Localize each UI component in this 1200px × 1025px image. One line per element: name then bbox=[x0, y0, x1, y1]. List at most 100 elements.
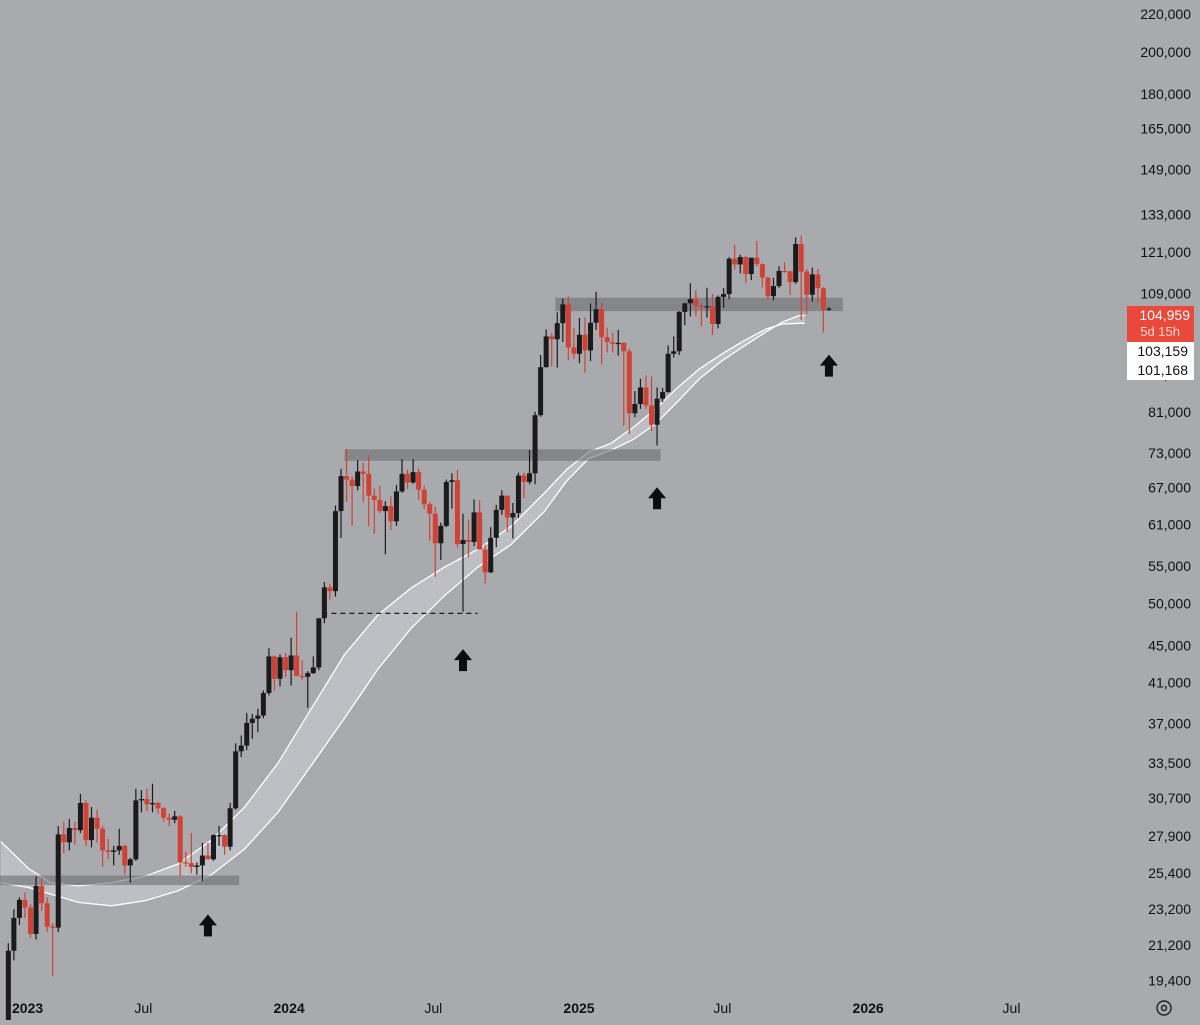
candle bbox=[687, 283, 693, 317]
candle-body bbox=[172, 816, 178, 820]
candle bbox=[33, 876, 39, 940]
candle bbox=[754, 241, 760, 267]
candle-body bbox=[310, 667, 316, 674]
candle bbox=[449, 473, 455, 509]
candle bbox=[260, 690, 266, 719]
candle-body bbox=[432, 513, 438, 544]
countdown-label: 5d 15h bbox=[1140, 324, 1180, 339]
candle-body bbox=[593, 309, 599, 323]
x-tick-label: Jul bbox=[134, 1000, 152, 1016]
candle-body bbox=[626, 351, 632, 414]
candle-body bbox=[427, 504, 433, 514]
candle-body bbox=[826, 308, 832, 310]
candle-body bbox=[271, 656, 277, 679]
arrows bbox=[198, 354, 838, 937]
candle-body bbox=[610, 342, 616, 344]
candle-body bbox=[754, 257, 760, 265]
candle-body bbox=[371, 495, 377, 500]
candle-body bbox=[549, 336, 555, 340]
candle-body bbox=[687, 299, 693, 304]
candle bbox=[671, 336, 677, 358]
candle-body bbox=[177, 816, 183, 863]
up-arrow-icon bbox=[198, 914, 217, 937]
candle-body bbox=[94, 817, 100, 829]
candle bbox=[654, 387, 660, 446]
candle-body bbox=[222, 835, 228, 847]
candle bbox=[238, 735, 244, 758]
candle bbox=[105, 838, 111, 860]
candle bbox=[233, 743, 239, 810]
candle bbox=[377, 486, 383, 514]
candle bbox=[355, 460, 361, 491]
candle-body bbox=[249, 718, 255, 723]
candle bbox=[66, 819, 72, 851]
candle bbox=[22, 892, 28, 918]
candle-body bbox=[709, 306, 715, 324]
ma-value-badge bbox=[1127, 361, 1194, 380]
candle-body bbox=[299, 675, 305, 678]
candle-body bbox=[216, 835, 222, 837]
x-tick-label: Jul bbox=[713, 1000, 731, 1016]
candle-body bbox=[338, 476, 344, 512]
ma-value-text: 101,168 bbox=[1137, 362, 1188, 378]
y-tick-label: 19,400 bbox=[1148, 972, 1191, 988]
y-tick-label: 33,500 bbox=[1148, 755, 1191, 771]
candle-body bbox=[366, 473, 372, 496]
candle-body bbox=[582, 334, 588, 351]
candle-body bbox=[233, 751, 239, 809]
candle bbox=[543, 329, 549, 368]
candle bbox=[94, 809, 100, 844]
candle-body bbox=[632, 403, 638, 414]
x-tick-label: 2025 bbox=[563, 1000, 594, 1016]
candle bbox=[321, 582, 327, 624]
candle bbox=[111, 845, 117, 866]
candle bbox=[222, 834, 228, 855]
candle-body bbox=[393, 491, 399, 522]
candle-body bbox=[349, 479, 355, 487]
current-price-badge bbox=[1127, 306, 1194, 342]
candle bbox=[632, 391, 638, 418]
candles bbox=[5, 235, 832, 1025]
candle-body bbox=[438, 525, 444, 544]
candle-body bbox=[637, 387, 643, 404]
candle-body bbox=[388, 506, 394, 522]
y-tick-label: 109,000 bbox=[1140, 286, 1191, 302]
candle bbox=[560, 298, 566, 343]
candle bbox=[793, 237, 799, 284]
candle bbox=[826, 306, 832, 311]
candle-body bbox=[798, 243, 804, 272]
candle bbox=[316, 618, 322, 671]
candle-body bbox=[604, 337, 610, 343]
y-tick-label: 30,700 bbox=[1148, 790, 1191, 806]
candle-body bbox=[538, 367, 544, 416]
candle bbox=[16, 897, 22, 925]
candle-body bbox=[787, 271, 793, 283]
x-tick-label: 2024 bbox=[274, 1000, 305, 1016]
candle bbox=[515, 472, 521, 519]
candle-body bbox=[715, 296, 721, 324]
candle-body bbox=[543, 336, 549, 368]
candle bbox=[360, 462, 366, 503]
candle-body bbox=[615, 342, 621, 345]
candle-body bbox=[72, 828, 78, 831]
candle-body bbox=[804, 271, 810, 295]
candle bbox=[715, 295, 721, 329]
candle-body bbox=[449, 480, 455, 482]
y-tick-label: 27,900 bbox=[1148, 828, 1191, 844]
candle bbox=[399, 459, 405, 493]
candle-body bbox=[410, 472, 416, 483]
candle-body bbox=[321, 587, 327, 619]
settings-icon[interactable] bbox=[1156, 1000, 1172, 1016]
candle-body bbox=[127, 859, 133, 866]
y-tick-label: 21,200 bbox=[1148, 937, 1191, 953]
y-tick-label: 23,200 bbox=[1148, 901, 1191, 917]
candle bbox=[527, 449, 533, 485]
candle bbox=[443, 479, 449, 528]
candle bbox=[349, 476, 355, 526]
y-tick-label: 180,000 bbox=[1140, 86, 1191, 102]
candle bbox=[61, 821, 67, 854]
candle bbox=[72, 821, 78, 845]
candle bbox=[199, 843, 205, 882]
